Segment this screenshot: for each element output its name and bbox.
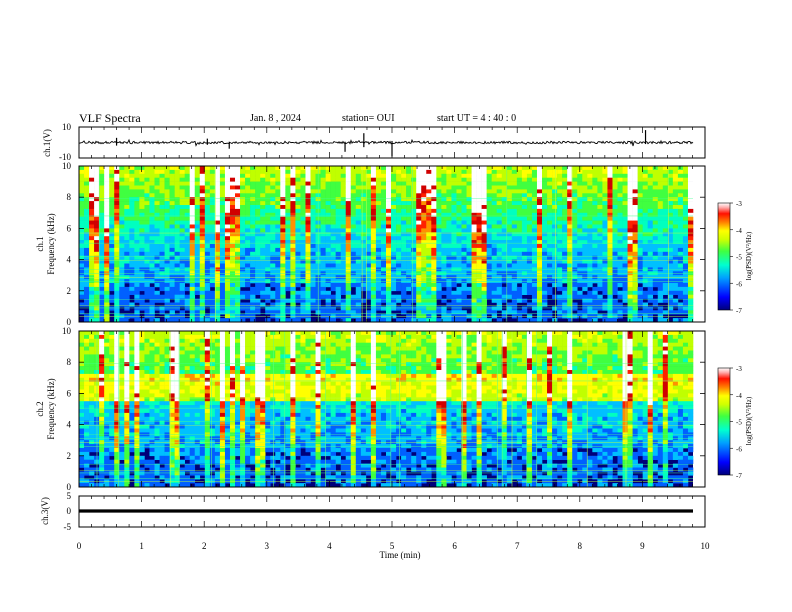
colorbar-tick-label--5: -5 (736, 419, 742, 427)
ch3-ylabel: ch.3(V) (40, 497, 50, 525)
ch2-colorbar-ticks: -3 -4 -5 -6 -7 (730, 365, 742, 480)
ch2-spectrogram-image (79, 331, 694, 488)
time-tick-label-10: 10 (701, 541, 711, 551)
colorbar-tick-label--3: -3 (736, 200, 742, 208)
colorbar-tick-label--3: -3 (736, 365, 742, 373)
ch1-colorbar-label: log(PSD)(V²/Hz) (745, 231, 753, 280)
time-tick-label-0: 0 (77, 541, 82, 551)
start-ut-label: start UT = 4 : 40 : 0 (437, 113, 517, 124)
freq-tick-label-2: 2 (67, 286, 72, 296)
title: VLF Spectra (79, 111, 141, 125)
date-label: Jan. 8 , 2024 (250, 113, 301, 124)
freq-tick-label-8: 8 (67, 357, 72, 367)
ch2-freq-ticks: 0 2 4 6 8 10 (62, 326, 705, 492)
ch1-colorbar: -3 -4 -5 -6 -7 log(PSD)(V²/Hz) (717, 200, 753, 315)
station-label: station= OUI (342, 113, 395, 124)
ch1-spectrogram-image (79, 166, 694, 323)
time-tick-label-3: 3 (265, 541, 270, 551)
ch1-ytick-bottom: -10 (59, 152, 71, 162)
time-tick-label-4: 4 (327, 541, 332, 551)
ch1-ylabel: ch.1(V) (42, 129, 52, 157)
time-tick-label-1: 1 (139, 541, 144, 551)
colorbar-tick-label--4: -4 (736, 392, 742, 400)
ch1-freq-ticks: 0 2 4 6 8 10 (62, 161, 705, 327)
ch1-spectrogram-panel: 0 2 4 6 8 10 (62, 161, 706, 327)
colorbar-tick-label--6: -6 (736, 445, 742, 453)
time-tick-label-5: 5 (390, 541, 395, 551)
colorbar-tick-label--7: -7 (736, 307, 742, 315)
freq-tick-label-4: 4 (67, 255, 72, 265)
ch1-freq-ylabel: ch.1Frequency (kHz) (35, 213, 56, 274)
ch2-colorbar: -3 -4 -5 -6 -7 log(PSD)(V²/Hz) (717, 365, 753, 480)
ch3-ytick-top: 5 (67, 491, 72, 501)
time-axis-ticks: 0 1 2 3 4 5 6 7 8 9 10 (77, 127, 710, 551)
colorbar-tick-label--7: -7 (736, 472, 742, 480)
colorbar-tick-label--6: -6 (736, 280, 742, 288)
freq-tick-label-4: 4 (67, 420, 72, 430)
time-tick-label-8: 8 (578, 541, 583, 551)
ch2-spectrogram-panel: 0 2 4 6 8 10 (62, 326, 706, 492)
freq-tick-label-2: 2 (67, 451, 72, 461)
freq-tick-label-10: 10 (62, 326, 72, 336)
freq-tick-label-6: 6 (67, 223, 72, 233)
time-tick-label-7: 7 (515, 541, 520, 551)
freq-tick-label-0: 0 (67, 317, 72, 327)
freq-tick-label-6: 6 (67, 388, 72, 398)
ch2-freq-ylabel: ch.2Frequency (kHz) (35, 378, 56, 439)
time-tick-label-2: 2 (202, 541, 207, 551)
ch3-ytick-mid: 0 (67, 506, 72, 516)
freq-tick-label-8: 8 (67, 192, 72, 202)
ch3-ytick-bottom: -5 (64, 522, 72, 532)
freq-tick-label-0: 0 (67, 482, 72, 492)
ch2-colorbar-label: log(PSD)(V²/Hz) (745, 396, 753, 445)
colorbar-tick-label--4: -4 (736, 227, 742, 235)
ch1-ytick-top: 10 (62, 122, 72, 132)
time-tick-label-9: 9 (640, 541, 645, 551)
time-axis-label: Time (min) (380, 550, 421, 560)
colorbar-tick-label--5: -5 (736, 254, 742, 262)
ch1-waveform-trace (78, 138, 694, 147)
ch1-colorbar-ticks: -3 -4 -5 -6 -7 (730, 200, 742, 315)
freq-tick-label-10: 10 (62, 161, 72, 171)
time-tick-label-6: 6 (452, 541, 457, 551)
